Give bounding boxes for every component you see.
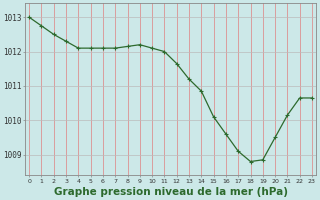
X-axis label: Graphe pression niveau de la mer (hPa): Graphe pression niveau de la mer (hPa)	[53, 187, 288, 197]
